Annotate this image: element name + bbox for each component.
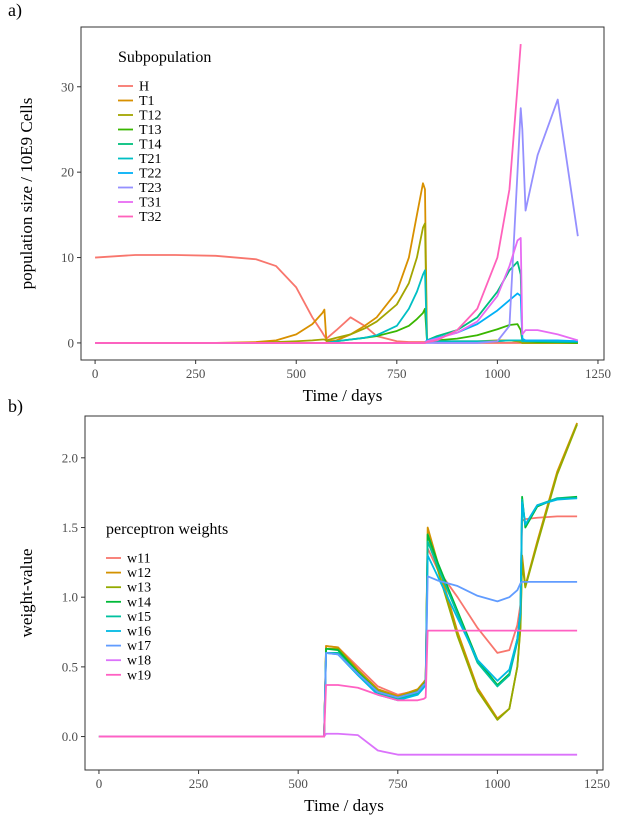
x-tick-label: 1250 bbox=[585, 366, 611, 381]
legend-label: w15 bbox=[127, 610, 151, 625]
series-line bbox=[98, 515, 578, 738]
series-line bbox=[95, 222, 578, 344]
x-tick-label: 500 bbox=[286, 366, 306, 381]
legend-label: w17 bbox=[127, 639, 151, 654]
legend-label: T22 bbox=[139, 167, 162, 182]
y-tick-label: 1.0 bbox=[62, 590, 78, 605]
legend-label: w16 bbox=[127, 625, 151, 640]
x-tick-label: 0 bbox=[92, 366, 99, 381]
legend-label: T31 bbox=[139, 196, 162, 211]
legend-label: T32 bbox=[139, 210, 162, 225]
x-tick-label: 750 bbox=[387, 366, 407, 381]
y-tick-label: 1.5 bbox=[62, 520, 78, 535]
legend-label: T23 bbox=[139, 181, 162, 196]
y-axis-title: population size / 10E9 Cells bbox=[17, 98, 36, 290]
y-tick-label: 0.0 bbox=[62, 729, 78, 744]
panel-label: a) bbox=[8, 0, 22, 21]
x-axis-title: Time / days bbox=[304, 796, 384, 815]
plot-frame bbox=[84, 415, 604, 771]
series-line bbox=[98, 424, 578, 738]
series-line bbox=[98, 495, 578, 738]
legend-title: Subpopulation bbox=[118, 49, 211, 66]
legend-title: perceptron weights bbox=[106, 521, 228, 538]
legend-label: w12 bbox=[127, 566, 151, 581]
x-tick-label: 250 bbox=[189, 776, 209, 791]
series-line bbox=[98, 732, 578, 756]
x-tick-label: 750 bbox=[388, 776, 408, 791]
y-tick-label: 2.0 bbox=[62, 450, 78, 465]
legend-label: w11 bbox=[127, 552, 151, 567]
x-axis-title: Time / days bbox=[303, 386, 383, 405]
x-tick-label: 1250 bbox=[584, 776, 610, 791]
y-axis-title: weight-value bbox=[17, 549, 36, 638]
legend-label: T12 bbox=[139, 109, 162, 124]
plot-frame bbox=[80, 26, 605, 361]
legend-label: w18 bbox=[127, 654, 151, 669]
series-line bbox=[95, 292, 578, 344]
legend-label: T21 bbox=[139, 152, 162, 167]
legend-label: T14 bbox=[139, 138, 162, 153]
legend-label: w14 bbox=[127, 595, 151, 610]
x-tick-label: 1000 bbox=[484, 366, 510, 381]
legend-label: w13 bbox=[127, 581, 151, 596]
series-line bbox=[98, 629, 578, 738]
y-tick-label: 20 bbox=[61, 165, 74, 180]
legend-label: T13 bbox=[139, 123, 162, 138]
legend-label: w19 bbox=[127, 668, 151, 683]
y-tick-label: 0 bbox=[68, 335, 75, 350]
y-tick-label: 10 bbox=[61, 250, 74, 265]
x-tick-label: 1000 bbox=[484, 776, 510, 791]
x-tick-label: 500 bbox=[288, 776, 308, 791]
series-line bbox=[95, 98, 579, 344]
legend-label: H bbox=[139, 80, 149, 95]
y-tick-label: 0.5 bbox=[62, 659, 78, 674]
legend-label: T1 bbox=[139, 94, 155, 109]
x-tick-label: 0 bbox=[96, 776, 103, 791]
series-line bbox=[98, 422, 578, 738]
panel-label: b) bbox=[8, 396, 23, 417]
x-tick-label: 250 bbox=[186, 366, 206, 381]
y-tick-label: 30 bbox=[61, 79, 74, 94]
series-line bbox=[95, 44, 522, 344]
series-line bbox=[98, 575, 578, 738]
